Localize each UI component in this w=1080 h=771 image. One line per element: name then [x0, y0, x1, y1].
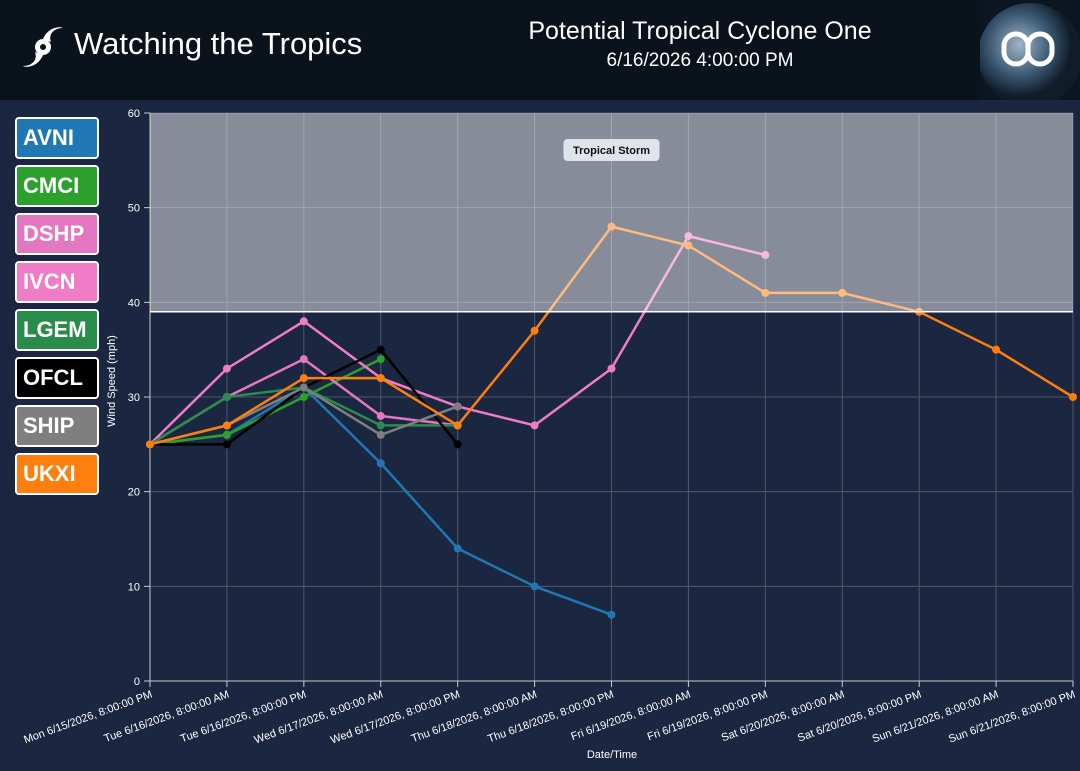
data-point — [222, 421, 231, 430]
data-point — [299, 355, 308, 364]
x-tick-label: Wed 6/17/2026, 8:00:00 AM — [253, 689, 385, 747]
x-tick-label: Sat 6/20/2026, 8:00:00 AM — [720, 689, 847, 745]
y-tick-label: 50 — [128, 203, 140, 215]
band-label: Tropical Storm — [573, 145, 650, 157]
legend-item[interactable]: IVCN — [15, 261, 99, 303]
data-point — [992, 345, 1001, 354]
data-point — [684, 232, 693, 241]
y-tick-label: 0 — [134, 676, 140, 688]
legend-item[interactable]: CMCI — [15, 165, 99, 207]
y-axis-label: Wind Speed (mph) — [106, 335, 118, 427]
data-point — [376, 355, 385, 364]
data-point — [299, 317, 308, 326]
legend-item[interactable]: UKXI — [15, 453, 99, 495]
band-label-box — [563, 139, 660, 161]
x-tick-label: Tue 6/16/2026, 8:00:00 PM — [179, 689, 308, 746]
data-point — [838, 288, 847, 297]
data-point — [376, 374, 385, 383]
x-tick-label: Mon 6/15/2026, 8:00:00 PM — [22, 689, 154, 747]
data-point — [684, 241, 693, 250]
data-point — [299, 393, 308, 401]
x-tick-label: Sun 6/21/2026, 8:00:00 AM — [871, 689, 1000, 746]
data-point — [530, 326, 539, 335]
x-tick-label: Thu 6/18/2026, 8:00:00 PM — [486, 689, 615, 746]
legend-item[interactable]: AVNI — [15, 117, 99, 159]
legend-item[interactable]: DSHP — [15, 213, 99, 255]
y-tick-label: 60 — [128, 108, 140, 120]
y-tick-label: 10 — [128, 581, 140, 593]
data-point — [453, 440, 462, 449]
legend: AVNI CMCI DSHP IVCN LGEM OFCL SHIP UKXI — [15, 117, 99, 501]
x-tick-label: Sun 6/21/2026, 8:00:00 PM — [947, 689, 1077, 746]
data-point — [530, 421, 539, 430]
data-point — [607, 222, 616, 231]
app-title: Watching the Tropics — [74, 26, 363, 61]
data-point — [146, 440, 154, 449]
data-point — [376, 421, 385, 430]
logo — [980, 0, 1080, 100]
legend-item[interactable]: OFCL — [15, 357, 99, 399]
legend-item[interactable]: LGEM — [15, 309, 99, 351]
y-tick-label: 20 — [128, 487, 140, 499]
data-point — [453, 544, 462, 553]
data-point — [1069, 393, 1077, 401]
data-point — [376, 459, 385, 468]
data-point — [607, 364, 616, 373]
data-point — [761, 251, 770, 259]
data-point — [222, 440, 231, 449]
data-point — [376, 411, 385, 420]
data-point — [299, 374, 308, 383]
x-tick-label: Sat 6/20/2026, 8:00:00 PM — [796, 689, 923, 745]
data-point — [453, 402, 462, 411]
y-tick-label: 40 — [128, 297, 140, 309]
data-point — [222, 430, 231, 439]
data-point — [530, 582, 539, 591]
chart-title: Potential Tropical Cyclone One — [528, 17, 872, 45]
hurricane-icon — [23, 27, 63, 67]
x-tick-label: Tue 6/16/2026, 8:00:00 AM — [103, 689, 231, 746]
data-point — [299, 383, 308, 392]
header: Watching the Tropics Potential Tropical … — [0, 0, 1080, 100]
legend-item[interactable]: SHIP — [15, 405, 99, 447]
data-point — [607, 610, 616, 619]
y-tick-label: 30 — [128, 392, 140, 404]
data-point — [376, 345, 385, 354]
data-point — [222, 364, 231, 373]
data-point — [222, 393, 231, 401]
chart-subtitle: 6/16/2026 4:00:00 PM — [606, 50, 794, 71]
x-tick-label: Thu 6/18/2026, 8:00:00 AM — [410, 689, 539, 746]
x-axis-label: Date/Time — [587, 749, 637, 761]
chart: Date/Time Wind Speed (mph) 0 10 20 30 40 50 60… — [22, 108, 1077, 761]
x-tick-label: Wed 6/17/2026, 8:00:00 PM — [329, 689, 462, 747]
data-point — [453, 421, 462, 430]
data-point — [761, 288, 770, 297]
data-point — [376, 430, 385, 439]
